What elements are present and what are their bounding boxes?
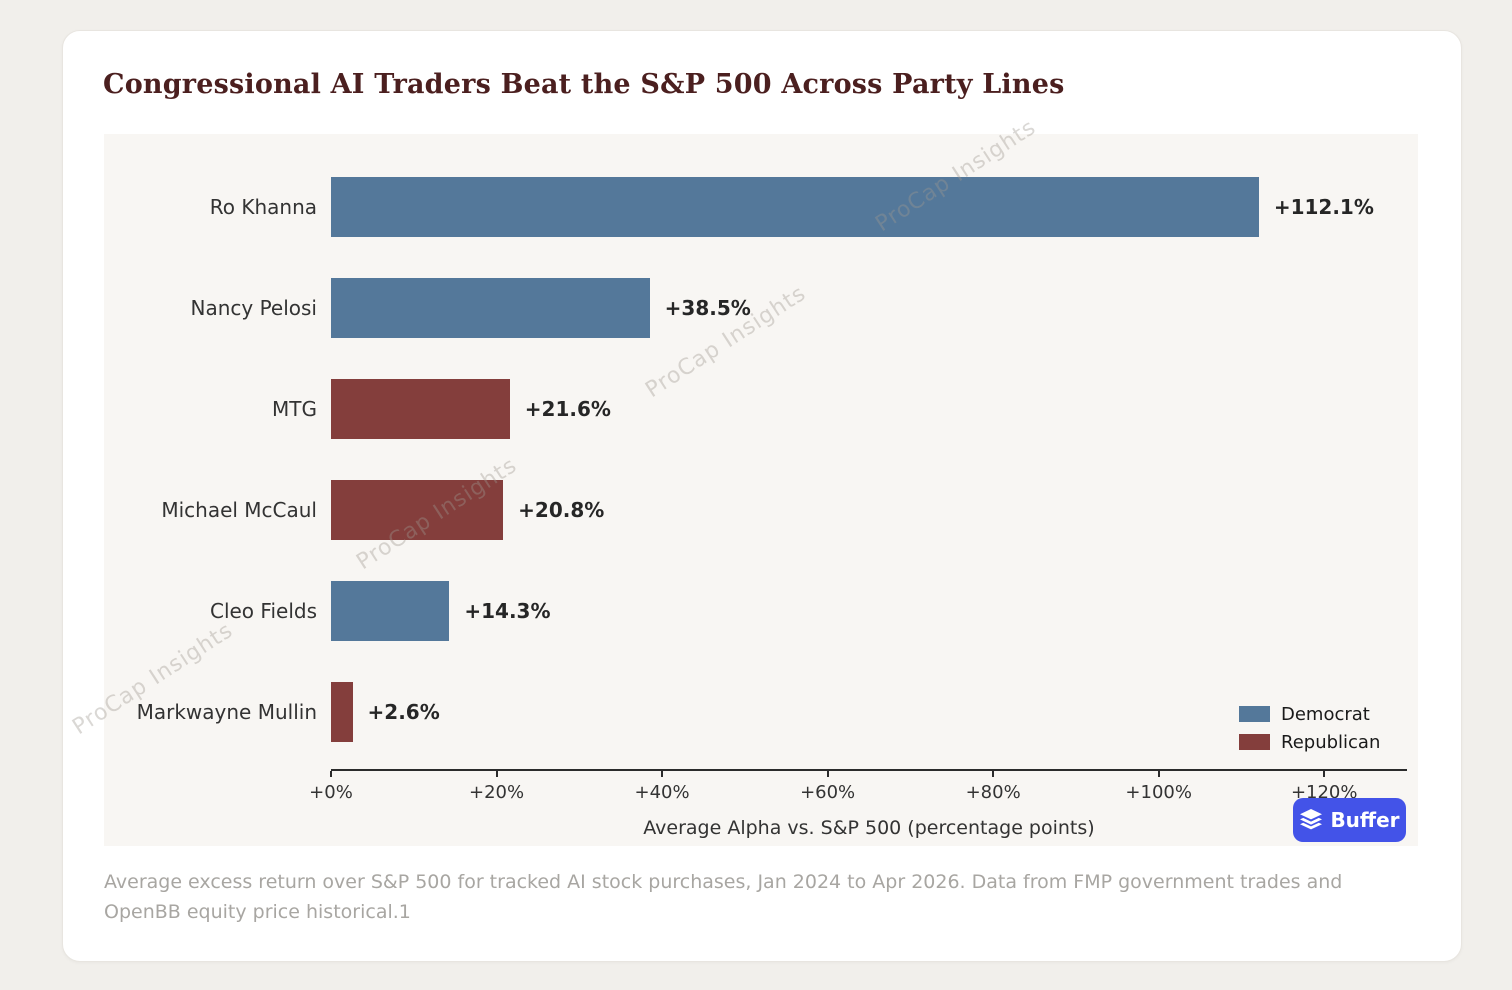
x-tick-label: +80%: [965, 782, 1021, 803]
category-label: Nancy Pelosi: [190, 296, 317, 320]
x-tick-mark: [826, 771, 829, 777]
x-tick-mark: [661, 771, 664, 777]
bar-value-label: +38.5%: [664, 296, 751, 320]
x-tick-mark: [992, 771, 995, 777]
category-label: Cleo Fields: [209, 599, 317, 623]
x-tick-label: +100%: [1125, 782, 1192, 803]
bar-democrat: [331, 581, 450, 641]
buffer-layers-icon: [1300, 809, 1323, 830]
category-label: Michael McCaul: [161, 498, 317, 522]
bar-value-label: +2.6%: [367, 700, 440, 724]
x-tick-label: +20%: [468, 782, 525, 803]
bar-value-label: +20.8%: [518, 498, 605, 522]
bar-value-label: +112.1%: [1273, 195, 1374, 219]
chart-caption: Average excess return over S&P 500 for t…: [104, 871, 1343, 923]
legend-entry: Republican: [1239, 728, 1380, 756]
bar-row: Cleo Fields +14.3%: [104, 581, 1418, 641]
x-axis-label: Average Alpha vs. S&P 500 (percentage po…: [643, 817, 1095, 839]
legend-swatch: [1239, 706, 1270, 722]
category-label: Markwayne Mullin: [136, 700, 317, 724]
bar-value-label: +14.3%: [464, 599, 551, 623]
chart-card: Congressional AI Traders Beat the S&P 50…: [62, 30, 1462, 962]
legend-swatch: [1239, 734, 1270, 750]
x-tick-mark: [1157, 771, 1160, 777]
buffer-badge[interactable]: Buffer: [1293, 798, 1406, 842]
bar-row: Ro Khanna +112.1%: [104, 177, 1418, 237]
bar-republican: [331, 379, 510, 439]
x-tick-label: +120%: [1290, 782, 1358, 803]
chart-title: Congressional AI Traders Beat the S&P 50…: [103, 69, 1065, 100]
legend-entry: Democrat: [1239, 700, 1380, 728]
bar-democrat: [331, 278, 650, 338]
x-tick-mark: [1323, 771, 1326, 777]
bar-republican: [331, 682, 353, 742]
bar-democrat: [331, 177, 1259, 237]
x-axis-line: [331, 769, 1407, 771]
buffer-badge-label: Buffer: [1330, 808, 1400, 832]
x-tick-label: +0%: [309, 782, 353, 803]
bar-row: Nancy Pelosi +38.5%: [104, 278, 1418, 338]
bar-value-label: +21.6%: [524, 397, 611, 421]
x-tick-label: +60%: [800, 782, 856, 803]
bar-republican: [331, 480, 504, 540]
legend: Democrat Republican: [1239, 700, 1380, 756]
category-label: MTG: [272, 397, 317, 421]
legend-label: Democrat: [1281, 703, 1370, 725]
x-tick-label: +40%: [634, 782, 690, 803]
bar-row: Markwayne Mullin +2.6%: [104, 682, 1418, 742]
legend-label: Republican: [1281, 731, 1381, 753]
category-label: Ro Khanna: [209, 195, 317, 219]
bar-row: MTG +21.6%: [104, 379, 1418, 439]
x-tick-mark: [495, 771, 498, 777]
plot-area: Ro Khanna +112.1% Nancy Pelosi +38.5% MTG +21…: [68, 115, 1418, 846]
bar-row: Michael McCaul +20.8%: [104, 480, 1418, 540]
x-tick-mark: [330, 771, 332, 777]
